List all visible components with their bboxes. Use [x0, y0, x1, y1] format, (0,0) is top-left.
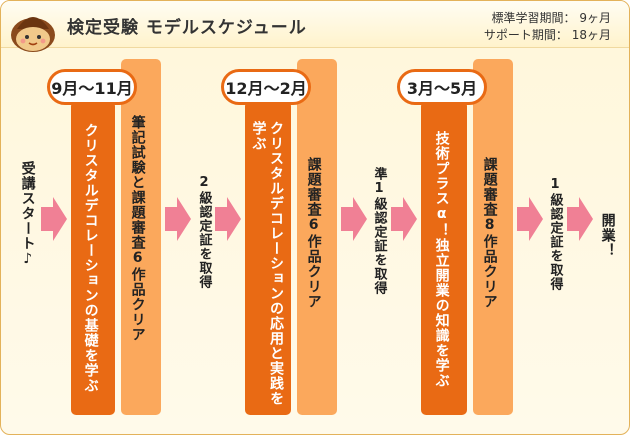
phase3-learn-box: 技術プラスα！独立開業の知識を学ぶ — [421, 101, 467, 415]
phase3-result: 1級認定証を取得 — [547, 177, 563, 291]
phase2-learn-line1: クリスタルデコレーションの — [268, 121, 284, 316]
support-period: サポート期間： 18ヶ月 — [483, 28, 611, 42]
phase2-period: 12月〜2月 — [221, 69, 311, 105]
page-title: 検定受験 モデルスケジュール — [67, 18, 307, 38]
phase2-task-box: 課題審査6作品クリア — [297, 59, 337, 415]
phase1-task: 筆記試験と課題審査6作品クリア — [129, 115, 146, 342]
phase3-task: 課題審査8作品クリア — [481, 157, 498, 309]
arrow-icon — [567, 197, 593, 241]
phase1-result: 2級認定証を取得 — [196, 175, 212, 289]
phase2-learn-line2: 応用と実践を学ぶ — [250, 121, 285, 406]
phase1-learn-box: クリスタルデコレーションの基礎を学ぶ — [71, 101, 115, 415]
arrow-icon — [41, 197, 67, 241]
start-label: 受講スタート♪ — [19, 161, 36, 268]
phase2-task: 課題審査6作品クリア — [305, 157, 322, 309]
arrow-icon — [341, 197, 367, 241]
final-label: 開業！ — [599, 213, 616, 258]
standard-period: 標準学習期間： 9ヶ月 — [491, 11, 611, 25]
phase3-learn: 技術プラスα！独立開業の知識を学ぶ — [433, 131, 450, 388]
arrow-icon — [391, 197, 417, 241]
phase1-period: 9月〜11月 — [47, 69, 137, 105]
phase3-period: 3月〜5月 — [397, 69, 487, 105]
arrow-icon — [165, 197, 191, 241]
arrow-icon — [215, 197, 241, 241]
phase2-result: 準1級認定証を取得 — [371, 167, 387, 295]
phase3-task-box: 課題審査8作品クリア — [473, 59, 513, 415]
arrow-icon — [517, 197, 543, 241]
phase1-learn: クリスタルデコレーションの基礎を学ぶ — [82, 123, 99, 393]
chestnut-mascot-icon — [11, 17, 55, 52]
phase1-task-box: 筆記試験と課題審査6作品クリア — [121, 59, 161, 415]
header: 検定受験 モデルスケジュール 標準学習期間： 9ヶ月 サポート期間： 18ヶ月 — [1, 1, 629, 52]
phase2-learn-box: クリスタルデコレーションの応用と実践を学ぶ — [245, 101, 291, 415]
phase2-learn: クリスタルデコレーションの応用と実践を学ぶ — [249, 121, 285, 415]
